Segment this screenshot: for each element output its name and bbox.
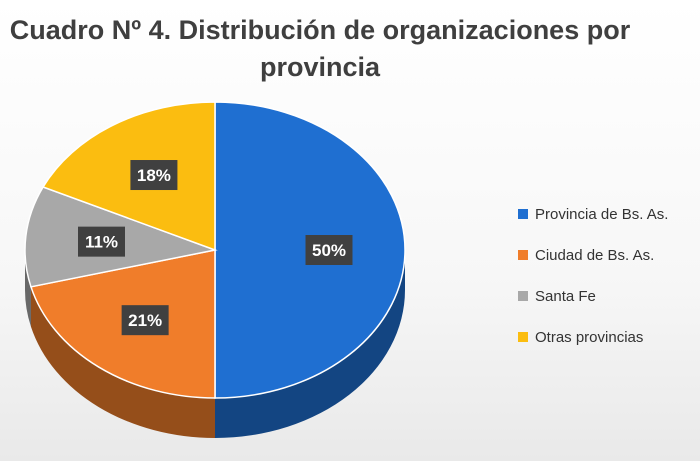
legend-label: Ciudad de Bs. As.: [535, 246, 655, 264]
pie-side-0: [215, 250, 405, 438]
chart-legend: Provincia de Bs. As. Ciudad de Bs. As. San…: [518, 204, 668, 368]
pie-side-1: [30, 286, 215, 439]
data-label-3: 18%: [137, 166, 171, 185]
legend-label: Provincia de Bs. As.: [535, 205, 669, 223]
legend-item: Santa Fe: [518, 286, 668, 306]
legend-item: Otras provincias: [518, 327, 668, 347]
chart-title: Cuadro Nº 4. Distribución de organizacio…: [9, 15, 631, 82]
legend-swatch: [518, 209, 528, 219]
legend-swatch: [518, 291, 528, 301]
legend-label: Otras provincias: [535, 328, 644, 346]
legend-swatch: [518, 250, 528, 260]
data-label-box-3: [130, 160, 178, 191]
pie-slice-3: [41, 101, 216, 252]
pie-data-labels: 50% 21% 11% 18%: [78, 160, 353, 336]
legend-item: Provincia de Bs. As.: [518, 204, 668, 224]
data-label-box-2: [78, 226, 126, 257]
legend-swatch: [518, 332, 528, 342]
legend-item: Ciudad de Bs. As.: [518, 245, 668, 265]
legend-label: Santa Fe: [535, 287, 596, 305]
data-label-0: 50%: [312, 241, 346, 260]
data-label-1: 21%: [128, 311, 162, 330]
data-label-box-0: [305, 235, 353, 265]
data-label-2: 11%: [85, 233, 118, 252]
data-label-box-1: [121, 305, 169, 336]
